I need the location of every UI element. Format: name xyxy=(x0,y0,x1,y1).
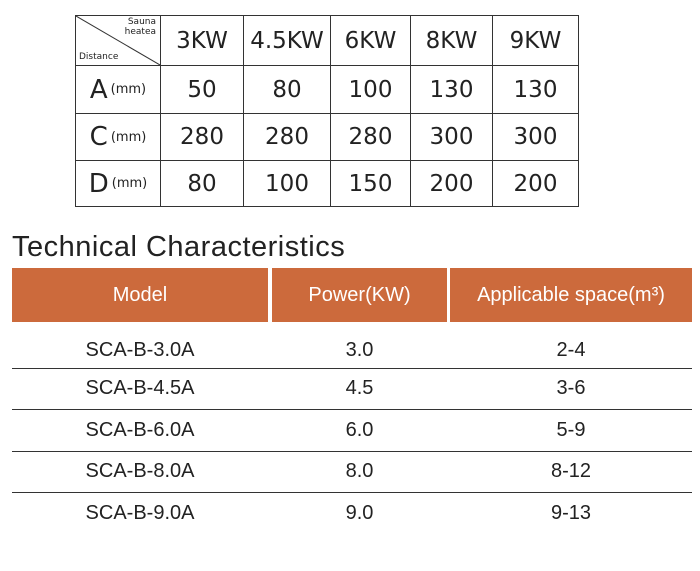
table-cell: 2-4 xyxy=(556,339,586,361)
table-cell: 280 xyxy=(243,113,331,161)
row-divider xyxy=(12,492,692,493)
table-cell: 100 xyxy=(243,160,331,207)
row-unit: (mm) xyxy=(111,176,148,191)
column-header: Model xyxy=(12,268,268,322)
table-cell: SCA-B-8.0A xyxy=(85,460,195,482)
table-cell: 4.5 xyxy=(345,377,374,399)
diagonal xyxy=(76,16,160,65)
table-cell: 300 xyxy=(410,113,493,161)
table-cell: 200 xyxy=(410,160,493,207)
table-cell: 6.0 xyxy=(345,418,374,441)
table-cell: 280 xyxy=(330,113,411,161)
table-cell: 8-12 xyxy=(550,460,592,482)
table-cell: 80 xyxy=(160,160,244,207)
section-title: Technical Characteristics xyxy=(12,231,346,263)
table-cell: 130 xyxy=(410,65,493,114)
table-cell: 300 xyxy=(492,113,579,161)
column-header: 6KW xyxy=(330,15,411,66)
table-cell: 9.0 xyxy=(345,502,374,524)
row-header: D (mm) xyxy=(75,160,161,207)
table-cell: 130 xyxy=(492,65,579,114)
table-cell: 280 xyxy=(160,113,244,161)
column-header: Power(KW) xyxy=(272,268,447,322)
row-divider xyxy=(12,451,692,452)
column-header: 3KW xyxy=(160,15,244,66)
row-divider xyxy=(12,368,692,369)
corner-bottom-label: Distance xyxy=(79,52,119,62)
column-header: 8KW xyxy=(410,15,493,66)
table-cell: 100 xyxy=(330,65,411,114)
table-cell: 150 xyxy=(330,160,411,207)
column-header: 4.5KW xyxy=(243,15,331,66)
row-letter: D xyxy=(88,168,109,199)
column-header: 9KW xyxy=(492,15,579,66)
row-divider xyxy=(12,409,692,410)
table-cell: 8.0 xyxy=(345,460,374,482)
table-cell: SCA-B-6.0A xyxy=(85,418,195,441)
table-cell: SCA-B-9.0A xyxy=(85,502,195,524)
row-header: A (mm) xyxy=(75,65,161,114)
corner-cell: Sauna heatea Distance xyxy=(75,15,161,66)
table-cell: 9-13 xyxy=(550,502,592,524)
table-cell: 3-6 xyxy=(556,377,586,399)
column-header: Applicable space(m³) xyxy=(450,268,692,322)
row-unit: (mm) xyxy=(110,129,147,145)
table-cell: 200 xyxy=(492,160,579,207)
table-cell: 80 xyxy=(243,65,331,114)
row-letter: C xyxy=(89,122,108,152)
row-header: C (mm) xyxy=(75,113,161,161)
table-cell: 3.0 xyxy=(345,339,374,361)
corner-top-label: Sauna heatea xyxy=(124,17,156,37)
row-unit: (mm) xyxy=(110,82,147,97)
table-cell: SCA-B-3.0A xyxy=(85,339,195,361)
row-letter: A xyxy=(89,74,108,105)
table-cell: 50 xyxy=(160,65,244,114)
table-cell: 5-9 xyxy=(556,418,586,441)
table-cell: SCA-B-4.5A xyxy=(85,377,195,399)
